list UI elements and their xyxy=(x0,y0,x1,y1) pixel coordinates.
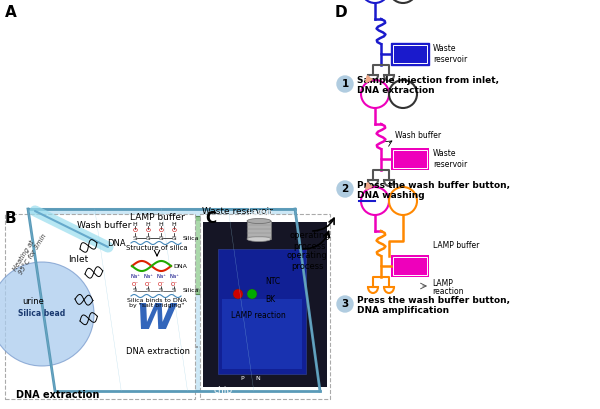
Bar xyxy=(218,249,306,374)
Text: Si: Si xyxy=(158,288,163,294)
Text: Waste
reservoir: Waste reservoir xyxy=(433,44,467,64)
Text: Na⁺: Na⁺ xyxy=(169,274,179,279)
Text: Silica: Silica xyxy=(183,288,199,294)
Text: C: C xyxy=(205,211,216,226)
Text: D: D xyxy=(335,5,347,20)
Ellipse shape xyxy=(134,215,182,263)
Text: Silica bead: Silica bead xyxy=(19,310,65,319)
Circle shape xyxy=(233,289,243,299)
Text: chip: chip xyxy=(213,386,232,395)
Text: reaction: reaction xyxy=(432,286,464,295)
FancyBboxPatch shape xyxy=(5,214,195,399)
Text: Heating at
95°C for 3min: Heating at 95°C for 3min xyxy=(12,229,48,276)
Ellipse shape xyxy=(90,239,134,283)
Bar xyxy=(203,222,327,387)
Text: Na⁺: Na⁺ xyxy=(156,274,166,279)
Ellipse shape xyxy=(247,236,271,241)
FancyBboxPatch shape xyxy=(20,253,46,261)
Text: O: O xyxy=(158,229,163,234)
Text: operating
process: operating process xyxy=(290,231,331,251)
Text: Na⁺: Na⁺ xyxy=(143,274,153,279)
Bar xyxy=(391,43,429,65)
Circle shape xyxy=(337,76,353,92)
Text: 3: 3 xyxy=(341,299,349,309)
Circle shape xyxy=(0,262,94,366)
Bar xyxy=(222,299,302,369)
Text: Si: Si xyxy=(172,288,176,294)
Text: LAMP reaction: LAMP reaction xyxy=(230,310,286,319)
Ellipse shape xyxy=(246,299,258,313)
Text: H: H xyxy=(146,222,151,227)
Polygon shape xyxy=(28,209,320,391)
Text: Wash buffer: Wash buffer xyxy=(77,222,131,231)
Text: DNA: DNA xyxy=(107,240,125,249)
Text: O⁻: O⁻ xyxy=(131,281,139,286)
Text: Wash buffer: Wash buffer xyxy=(395,132,441,141)
Circle shape xyxy=(337,296,353,312)
Text: Si: Si xyxy=(132,236,138,240)
Bar xyxy=(391,148,429,170)
Text: 2: 2 xyxy=(341,184,349,194)
Text: Waste reservoir: Waste reservoir xyxy=(202,207,272,216)
Text: Si: Si xyxy=(158,236,164,240)
Text: O⁻: O⁻ xyxy=(157,281,164,286)
Text: Si: Si xyxy=(133,288,137,294)
Text: P: P xyxy=(240,377,244,382)
Text: O⁻: O⁻ xyxy=(170,281,178,286)
Text: Press the wash buffer button,
DNA amplification: Press the wash buffer button, DNA amplif… xyxy=(357,296,510,315)
Text: BK: BK xyxy=(265,294,275,303)
Bar xyxy=(391,255,429,277)
Bar xyxy=(391,43,429,65)
Bar xyxy=(190,221,250,289)
Ellipse shape xyxy=(141,223,159,235)
Text: Lamp: Lamp xyxy=(248,208,272,217)
FancyBboxPatch shape xyxy=(16,256,50,296)
Circle shape xyxy=(337,181,353,197)
Text: A: A xyxy=(5,5,17,20)
Text: LAMP buffer: LAMP buffer xyxy=(433,241,479,250)
Bar xyxy=(393,150,427,168)
FancyBboxPatch shape xyxy=(200,214,330,399)
Bar xyxy=(247,221,271,239)
Text: O: O xyxy=(172,229,176,234)
Bar xyxy=(393,45,427,63)
Text: 1: 1 xyxy=(341,79,349,89)
Text: NTC: NTC xyxy=(265,277,280,286)
Text: H: H xyxy=(133,222,137,227)
Ellipse shape xyxy=(241,282,253,296)
Text: DNA: DNA xyxy=(173,263,187,268)
Text: Waste
reservoir: Waste reservoir xyxy=(433,149,467,169)
Text: DNA extraction: DNA extraction xyxy=(126,348,190,357)
Text: Si: Si xyxy=(171,236,177,240)
Text: O: O xyxy=(133,229,137,234)
Text: Structure of silica: Structure of silica xyxy=(126,245,188,251)
Text: Sample injection from inlet,
DNA extraction: Sample injection from inlet, DNA extract… xyxy=(357,76,499,95)
Text: operating
process: operating process xyxy=(287,251,328,271)
Text: N: N xyxy=(256,377,260,382)
Text: H: H xyxy=(172,222,176,227)
Ellipse shape xyxy=(247,218,271,223)
Bar xyxy=(185,216,255,294)
Text: W: W xyxy=(135,302,175,336)
Text: LAMP buffer: LAMP buffer xyxy=(130,213,184,222)
Circle shape xyxy=(247,289,257,299)
Text: DNA extraction: DNA extraction xyxy=(16,390,100,400)
Text: O: O xyxy=(146,229,151,234)
Text: Press the wash buffer button,
DNA washing: Press the wash buffer button, DNA washin… xyxy=(357,181,510,200)
Text: H: H xyxy=(158,222,163,227)
Text: O⁻: O⁻ xyxy=(145,281,152,286)
Bar xyxy=(393,257,427,275)
Text: Si: Si xyxy=(145,236,151,240)
Text: Si: Si xyxy=(146,288,151,294)
Ellipse shape xyxy=(97,247,113,258)
Text: Silica: Silica xyxy=(183,236,199,240)
Text: Inlet: Inlet xyxy=(68,254,88,263)
Text: B: B xyxy=(5,211,17,226)
Text: urine: urine xyxy=(22,297,44,306)
Text: LAMP: LAMP xyxy=(432,279,453,288)
Text: Silica binds to DNA
by "salt bridging": Silica binds to DNA by "salt bridging" xyxy=(127,298,187,308)
Text: Na⁺: Na⁺ xyxy=(130,274,140,279)
